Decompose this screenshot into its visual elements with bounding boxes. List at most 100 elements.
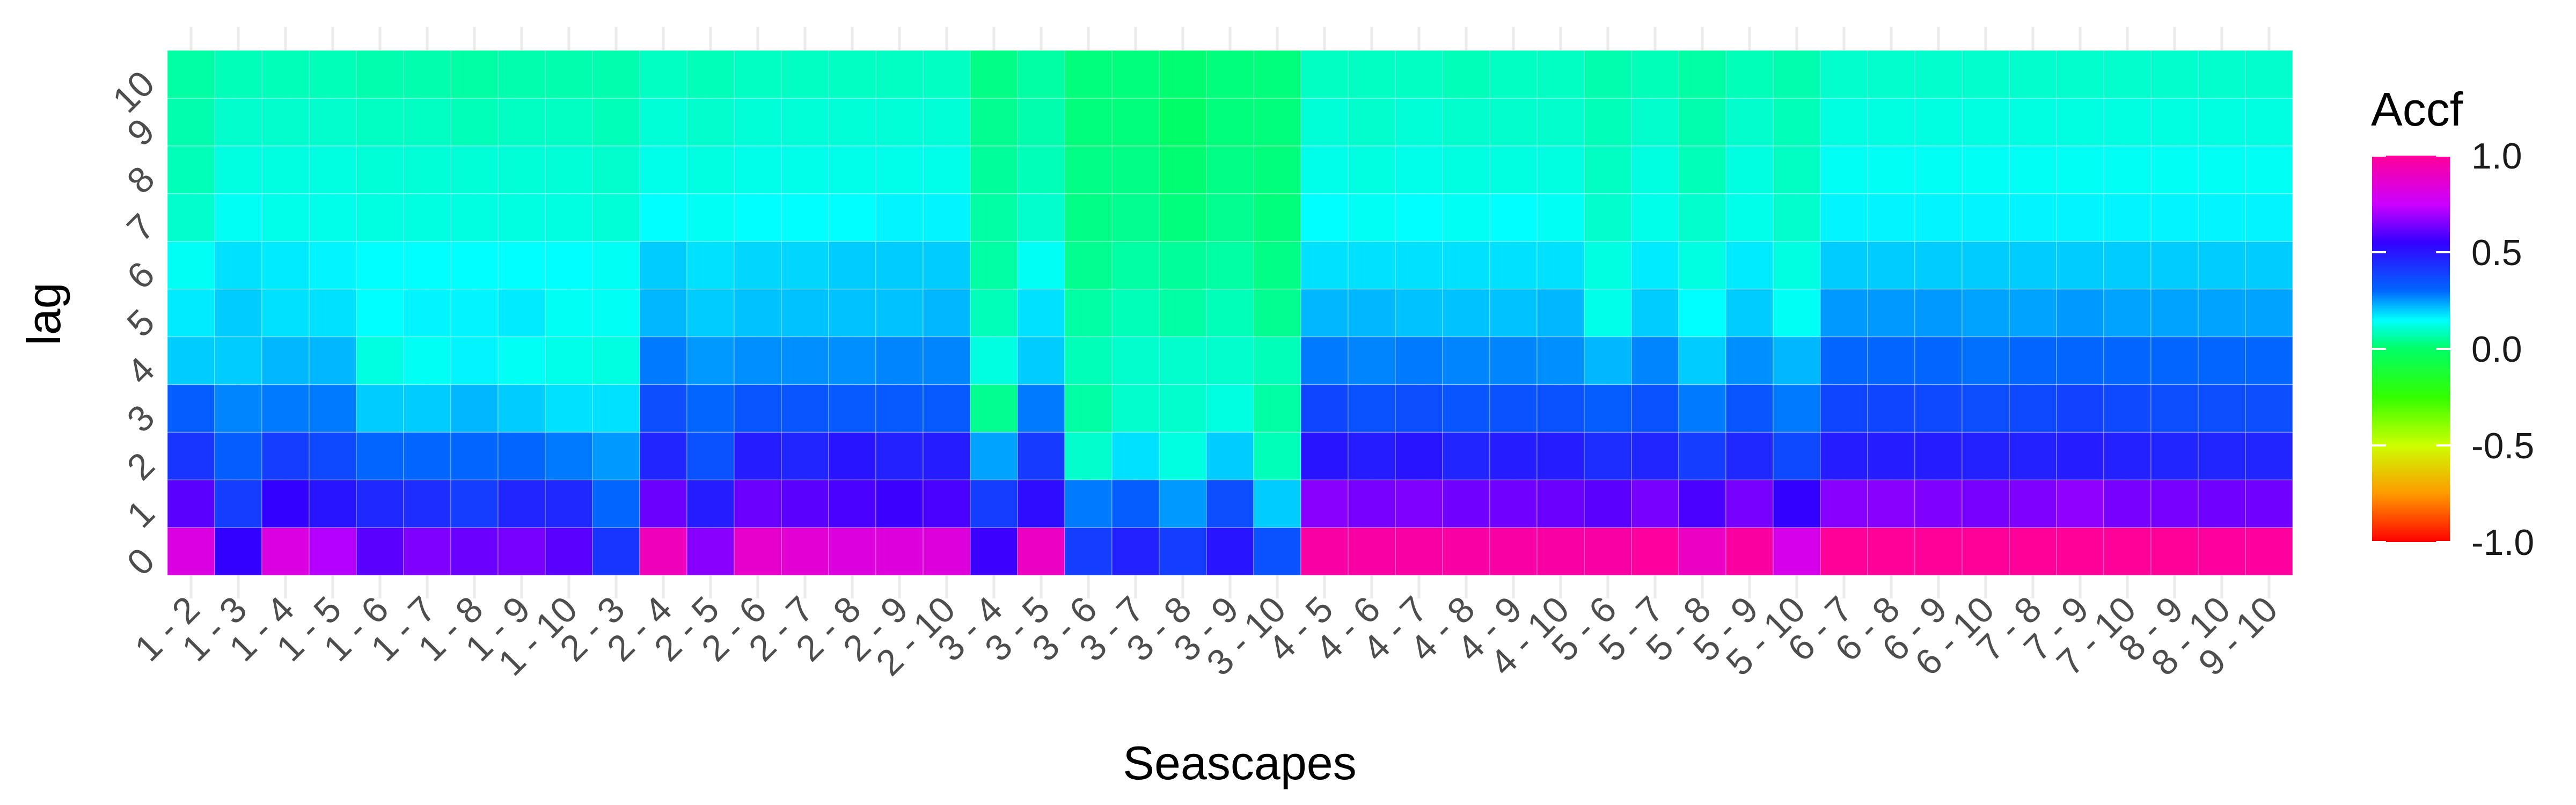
heatmap-cell — [309, 145, 357, 194]
heatmap-cell — [1348, 527, 1396, 576]
heatmap-cell — [1867, 98, 1915, 147]
heatmap-cell — [875, 98, 924, 147]
heatmap-cell — [1348, 336, 1396, 385]
heatmap-cell — [1773, 479, 1821, 528]
legend-tick-label: 0.5 — [2471, 232, 2522, 273]
heatmap-cell — [734, 431, 782, 480]
heatmap-cell — [1489, 288, 1538, 338]
y-tick-label: 7 — [119, 206, 162, 249]
heatmap-cell — [1395, 336, 1443, 385]
heatmap-cell — [875, 193, 924, 242]
y-tick-label: 1 — [119, 493, 162, 536]
heatmap-cell — [1536, 145, 1585, 194]
heatmap-cell — [1489, 240, 1538, 290]
heatmap-cell — [1064, 288, 1113, 338]
heatmap-cell — [686, 50, 735, 99]
heatmap-cell — [356, 240, 404, 290]
heatmap-cell — [1159, 527, 1207, 576]
heatmap-cell — [970, 98, 1018, 147]
heatmap-cell — [2198, 527, 2246, 576]
heatmap-cell — [1914, 479, 1963, 528]
heatmap-cell — [356, 145, 404, 194]
heatmap-cell — [214, 336, 262, 385]
heatmap-cell — [2245, 384, 2293, 433]
heatmap-cell — [1867, 479, 1915, 528]
heatmap-cell — [734, 145, 782, 194]
heatmap-cell — [1631, 527, 1679, 576]
heatmap-cell — [1962, 240, 2010, 290]
heatmap-cell — [1678, 240, 1726, 290]
heatmap-cell — [1867, 431, 1915, 480]
heatmap-cell — [1820, 50, 1868, 99]
heatmap-cell — [781, 384, 829, 433]
heatmap-cell — [214, 240, 262, 290]
heatmap-cell — [1442, 98, 1490, 147]
y-tick-label: 5 — [119, 302, 162, 345]
heatmap-cell — [1962, 431, 2010, 480]
heatmap-cell — [1206, 240, 1254, 290]
heatmap-cell — [1867, 193, 1915, 242]
heatmap-cell — [356, 336, 404, 385]
heatmap-cell — [214, 431, 262, 480]
heatmap-cell — [309, 50, 357, 99]
heatmap-cell — [686, 240, 735, 290]
heatmap-cell — [734, 336, 782, 385]
heatmap-cell — [1489, 336, 1538, 385]
heatmap-cell — [1442, 384, 1490, 433]
heatmap-cell — [1725, 240, 1774, 290]
heatmap-cell — [923, 193, 971, 242]
heatmap-cell — [1442, 431, 1490, 480]
heatmap-cell — [1300, 193, 1349, 242]
heatmap-cell — [167, 384, 215, 433]
heatmap-cell — [2103, 98, 2151, 147]
heatmap-cell — [1064, 384, 1113, 433]
heatmap-cell — [261, 527, 310, 576]
heatmap-cell — [261, 98, 310, 147]
heatmap-cell — [1773, 98, 1821, 147]
heatmap-cell — [875, 479, 924, 528]
heatmap-cell — [356, 527, 404, 576]
heatmap-cell — [2245, 98, 2293, 147]
heatmap-cell — [1820, 193, 1868, 242]
heatmap-cell — [1962, 145, 2010, 194]
heatmap-cell — [1631, 98, 1679, 147]
heatmap-cell — [1395, 384, 1443, 433]
heatmap-cell — [1017, 431, 1065, 480]
heatmap-cell — [450, 288, 499, 338]
heatmap-cell — [403, 240, 451, 290]
heatmap-cell — [1206, 50, 1254, 99]
heatmap-cell — [167, 193, 215, 242]
heatmap-cell — [1914, 98, 1963, 147]
heatmap-cell — [1631, 50, 1679, 99]
heatmap-cell — [1206, 479, 1254, 528]
heatmap-cell — [1773, 288, 1821, 338]
heatmap-cell — [1631, 288, 1679, 338]
heatmap-cell — [1867, 288, 1915, 338]
heatmap-cell — [1584, 240, 1632, 290]
heatmap-cell — [923, 384, 971, 433]
heatmap-cell — [1820, 98, 1868, 147]
heatmap-cell — [1253, 384, 1301, 433]
heatmap-cell — [1584, 336, 1632, 385]
heatmap-cell — [781, 479, 829, 528]
heatmap-cell — [1773, 145, 1821, 194]
heatmap-cell — [2198, 50, 2246, 99]
heatmap-cell — [1725, 431, 1774, 480]
heatmap-cell — [450, 98, 499, 147]
heatmap-cell — [403, 431, 451, 480]
heatmap-cell — [1773, 384, 1821, 433]
heatmap-cell — [1348, 384, 1396, 433]
heatmap-cell — [2198, 288, 2246, 338]
heatmap-cell — [403, 479, 451, 528]
heatmap-cell — [450, 193, 499, 242]
heatmap-cell — [1914, 193, 1963, 242]
heatmap-cell — [592, 527, 640, 576]
heatmap-cell — [1631, 384, 1679, 433]
heatmap-cell — [686, 336, 735, 385]
heatmap-cell — [309, 479, 357, 528]
heatmap-cell — [1536, 240, 1585, 290]
heatmap-cell — [309, 527, 357, 576]
heatmap-cell — [1253, 145, 1301, 194]
heatmap-cell — [2150, 193, 2199, 242]
